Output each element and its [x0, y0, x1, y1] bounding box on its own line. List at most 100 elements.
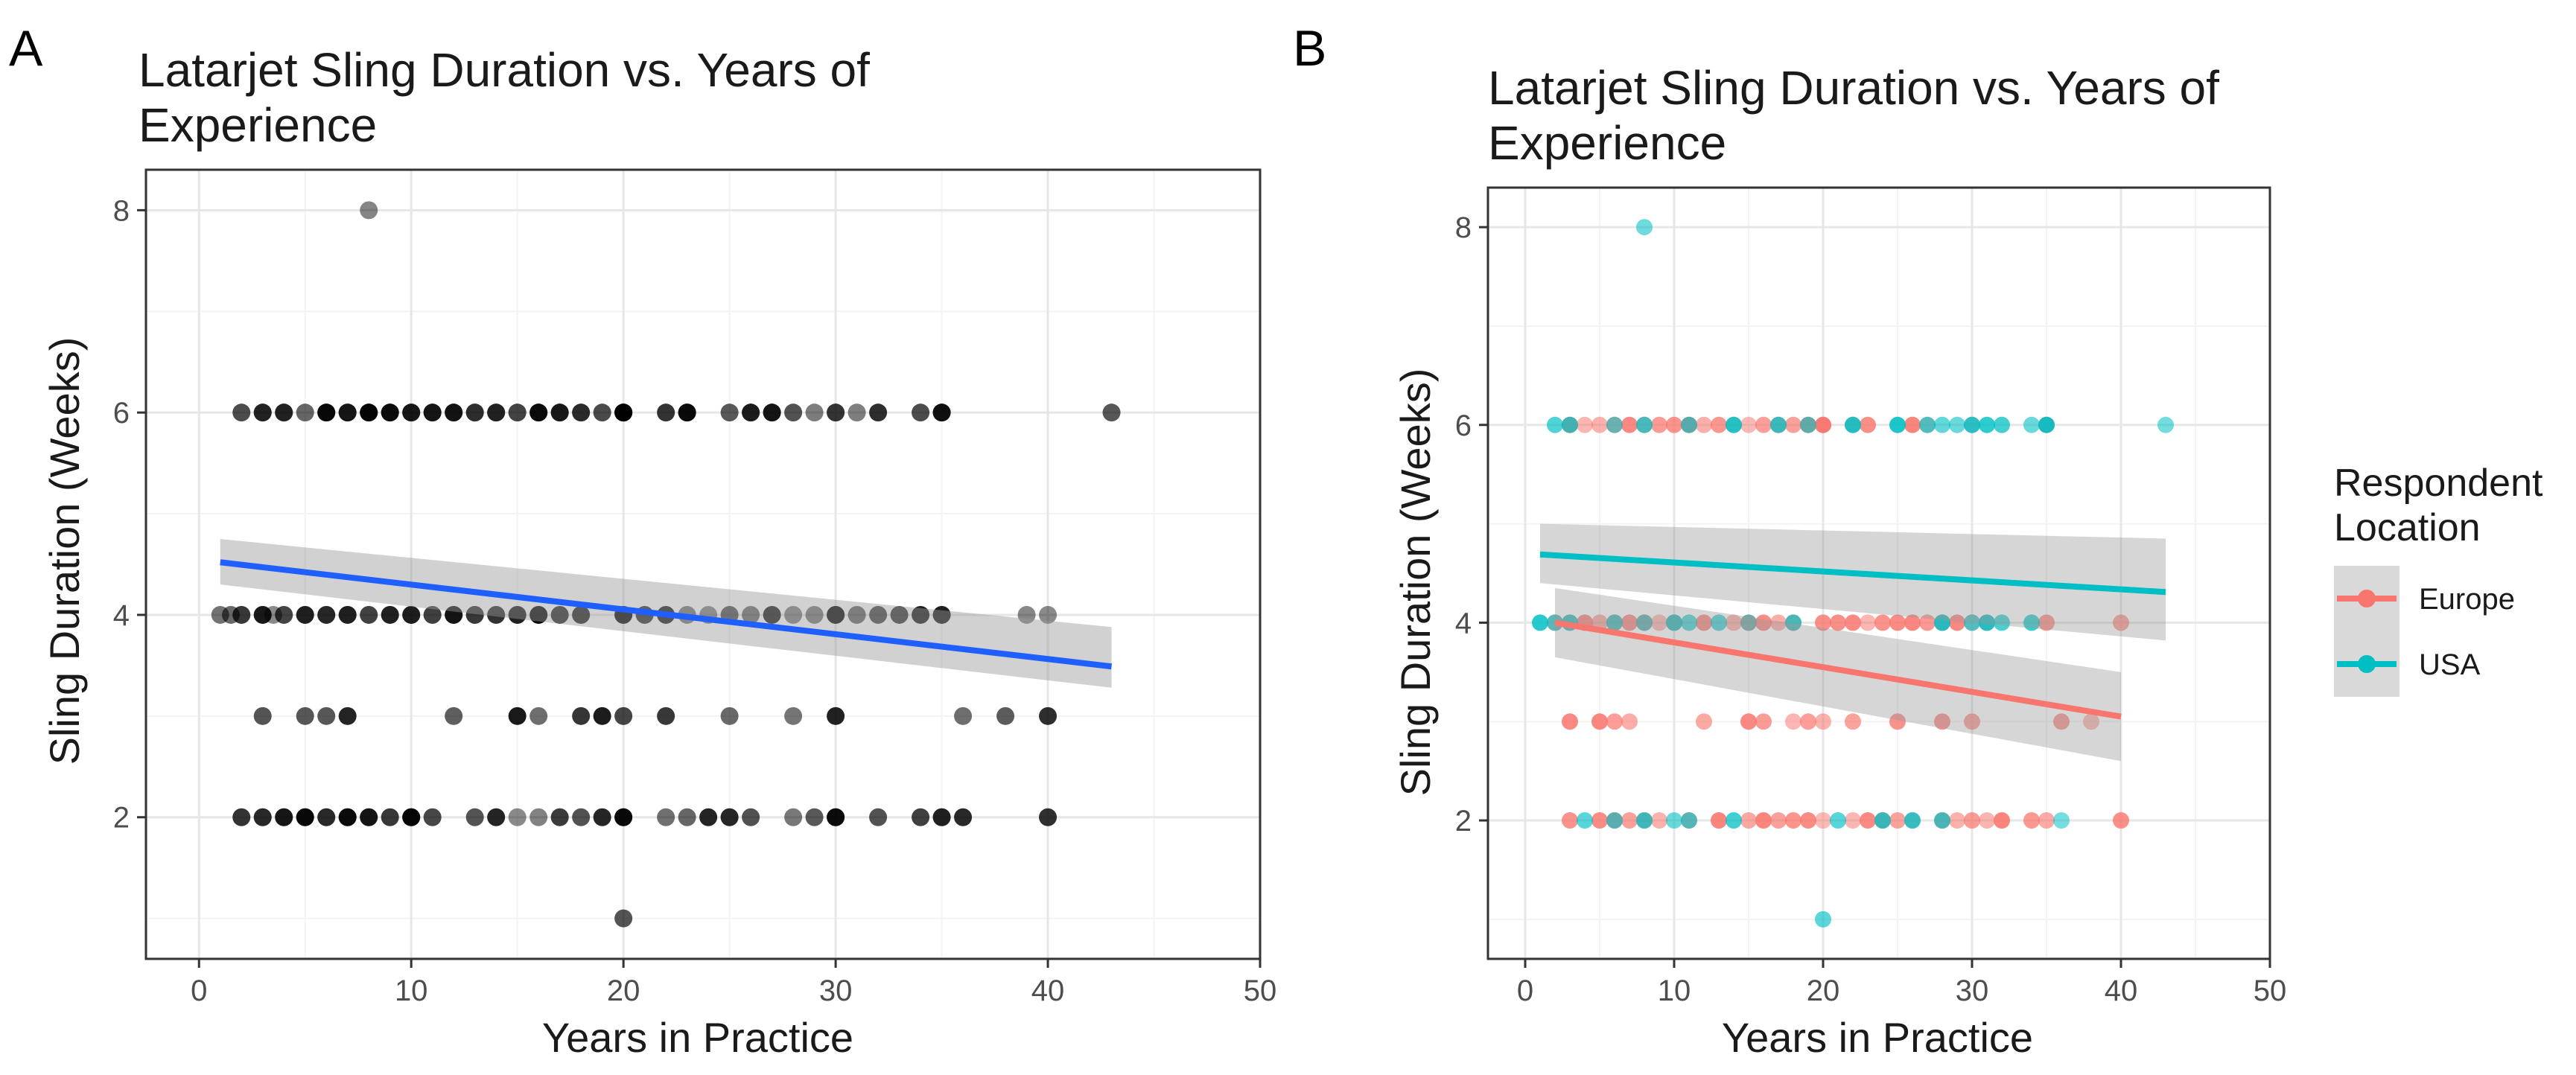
panel-a-point: [296, 808, 314, 826]
panel-b-point-europe: [1860, 614, 1876, 631]
panel-b-point-usa: [1740, 614, 1757, 631]
panel-b-point-usa: [1606, 416, 1623, 433]
panel-b-point-europe: [1889, 713, 1906, 730]
panel-b-point-usa: [1547, 416, 1563, 433]
panel-a-point: [614, 403, 633, 422]
panel-b-point-usa: [1800, 416, 1816, 433]
panel-b-point-europe: [1711, 812, 1727, 829]
panel-a-point: [487, 605, 506, 624]
panel-b-point-usa: [1949, 416, 1965, 433]
panel-b-point-usa: [1815, 910, 1831, 928]
panel-b-x-tick-label: 40: [2105, 974, 2138, 1007]
panel-a-point: [275, 808, 293, 826]
panel-a-x-tick-label: 10: [395, 974, 428, 1007]
panel-a-point: [912, 808, 930, 826]
panel-b-point-europe: [1845, 713, 1861, 730]
panel-a-x-tick-label: 40: [1031, 974, 1065, 1007]
panel-a-point: [508, 808, 527, 826]
panel-b-point-europe: [2083, 713, 2099, 730]
panel-b-point-usa: [1934, 416, 1950, 433]
panel-a-point: [763, 403, 781, 422]
panel-b-point-europe: [1785, 416, 1801, 433]
panel-a-point: [465, 808, 484, 826]
panel-a: A Latarjet Sling Duration vs. Years of E…: [9, 20, 1276, 1061]
panel-b-point-europe: [1785, 812, 1801, 829]
panel-b-point-europe: [1934, 713, 1950, 730]
panel-b-point-europe: [1755, 416, 1772, 433]
panel-a-point: [827, 808, 845, 826]
panel-b-point-usa: [1726, 416, 1742, 433]
panel-a-point: [550, 605, 569, 624]
panel-b-point-europe: [1577, 416, 1593, 433]
panel-b-point-usa: [1934, 614, 1950, 631]
panel-a-point: [593, 808, 611, 826]
panel-a-point: [529, 403, 548, 422]
panel-a-x-axis-title: Years in Practice: [542, 1014, 853, 1061]
legend-title-line-2: Location: [2334, 506, 2481, 549]
panel-a-point: [1102, 403, 1121, 422]
panel-b-point-europe: [1696, 416, 1712, 433]
panel-b-point-europe: [1964, 713, 1980, 730]
panel-b-x-tick-label: 0: [1517, 974, 1533, 1007]
panel-a-point: [232, 808, 251, 826]
panel-b-confidence-ribbon-usa: [1540, 523, 2166, 641]
panel-a-point: [720, 808, 739, 826]
panel-a-point: [614, 706, 633, 725]
panel-a-point: [360, 403, 378, 422]
panel-b-point-europe: [1830, 614, 1846, 631]
panel-a-point: [572, 706, 591, 725]
panel-a-point: [445, 706, 463, 725]
panel-a-point: [338, 403, 357, 422]
panel-b-point-europe: [1815, 713, 1831, 730]
panel-b-point-europe: [1919, 614, 1936, 631]
panel-a-point: [827, 403, 845, 422]
panel-b-confidence-ribbon-europe: [1555, 587, 2121, 762]
panel-a-point: [657, 403, 675, 422]
panel-b-point-europe: [1874, 614, 1891, 631]
panel-b-point-usa: [1636, 812, 1653, 829]
panel-b-point-usa: [1979, 614, 1995, 631]
panel-b-point-europe: [1651, 812, 1667, 829]
panel-b-point-europe: [1904, 614, 1921, 631]
panel-a-x-tick-label: 0: [191, 974, 207, 1007]
panel-b-point-usa: [1726, 812, 1742, 829]
panel-b-point-europe: [1845, 614, 1861, 631]
panel-b-point-usa: [1994, 614, 2010, 631]
panel-a-y-tick-label: 6: [113, 397, 130, 430]
panel-a-y-tick-label: 8: [113, 194, 130, 227]
panel-b-point-europe: [1740, 713, 1757, 730]
panel-a-point: [529, 808, 548, 826]
legend-key-usa-point: [2358, 655, 2376, 673]
panel-a-point: [1039, 605, 1058, 624]
panel-b-point-europe: [2023, 812, 2040, 829]
panel-b-point-europe: [1755, 812, 1772, 829]
panel-b-point-europe: [1889, 812, 1906, 829]
panel-b-point-usa: [1964, 416, 1980, 433]
panel-b-point-europe: [1651, 614, 1667, 631]
panel-b-point-europe: [1621, 812, 1638, 829]
panel-b-title-line-2: Experience: [1488, 116, 1726, 170]
panel-b-point-usa: [1964, 614, 1980, 631]
panel-a-point: [742, 403, 760, 422]
panel-a-point: [529, 706, 548, 725]
panel-a-point: [360, 808, 378, 826]
panel-a-point: [338, 808, 357, 826]
panel-b-point-europe: [1740, 416, 1757, 433]
panel-a-point: [657, 808, 675, 826]
panel-a-point: [465, 605, 484, 624]
panel-b-point-usa: [1577, 812, 1593, 829]
panel-b-point-europe: [1815, 812, 1831, 829]
panel-b-point-usa: [2023, 416, 2040, 433]
panel-b-y-axis-title: Sling Duration (Weeks): [1392, 369, 1439, 797]
panel-b-point-usa: [1889, 416, 1906, 433]
panel-a-point: [869, 403, 888, 422]
panel-a-point: [932, 403, 951, 422]
panel-b-point-usa: [1681, 812, 1697, 829]
panel-a-point: [402, 403, 421, 422]
panel-b-point-europe: [1740, 812, 1757, 829]
panel-a-point: [423, 403, 442, 422]
panel-a-point: [1039, 706, 1058, 725]
panel-a-y-tick-label: 4: [113, 599, 130, 632]
legend-label-europe: Europe: [2419, 583, 2515, 616]
panel-a-point: [678, 403, 696, 422]
